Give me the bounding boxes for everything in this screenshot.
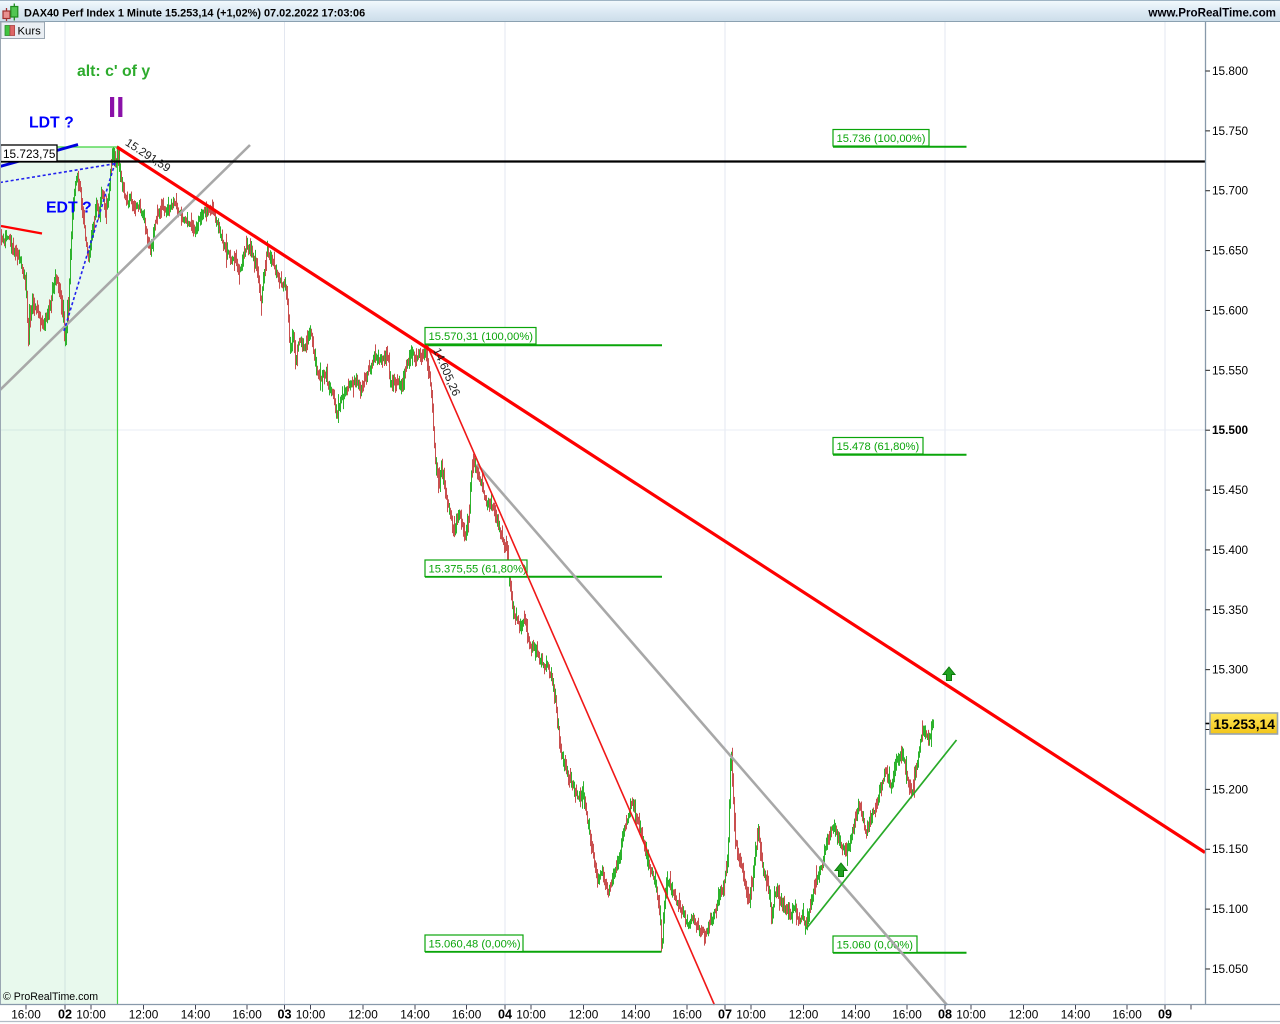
svg-text:14:00: 14:00 (841, 1008, 871, 1022)
svg-text:15.723,75: 15.723,75 (3, 147, 56, 161)
svg-text:LDT ?: LDT ? (29, 115, 74, 132)
svg-text:15.478 (61,80%): 15.478 (61,80%) (837, 441, 920, 453)
svg-text:08: 08 (938, 1008, 952, 1022)
svg-text:15.600: 15.600 (1212, 303, 1249, 317)
svg-text:15.700: 15.700 (1212, 184, 1249, 198)
svg-text:12:00: 12:00 (129, 1008, 159, 1022)
svg-text:10:00: 10:00 (76, 1008, 106, 1022)
svg-text:15.570,31 (100,00%): 15.570,31 (100,00%) (429, 331, 534, 343)
svg-text:© ProRealTime.com: © ProRealTime.com (3, 991, 98, 1003)
svg-text:alt: c' of y: alt: c' of y (77, 63, 150, 80)
svg-text:15.800: 15.800 (1212, 64, 1249, 78)
svg-text:15.350: 15.350 (1212, 603, 1249, 617)
svg-text:12:00: 12:00 (348, 1008, 378, 1022)
svg-text:www.ProRealTime.com: www.ProRealTime.com (1147, 7, 1276, 20)
svg-text:15.050: 15.050 (1212, 962, 1249, 976)
svg-text:15.060,48 (0,00%): 15.060,48 (0,00%) (429, 939, 521, 951)
svg-text:15.400: 15.400 (1212, 543, 1249, 557)
svg-text:14:00: 14:00 (1061, 1008, 1091, 1022)
svg-text:15.650: 15.650 (1212, 244, 1249, 258)
svg-text:10:00: 10:00 (956, 1008, 986, 1022)
svg-text:15.736 (100,00%): 15.736 (100,00%) (837, 133, 926, 145)
svg-text:12:00: 12:00 (1009, 1008, 1039, 1022)
svg-text:15.375,55 (61,80%): 15.375,55 (61,80%) (429, 564, 528, 576)
svg-text:10:00: 10:00 (736, 1008, 766, 1022)
svg-text:16:00: 16:00 (672, 1008, 702, 1022)
svg-text:14:00: 14:00 (621, 1008, 651, 1022)
svg-text:EDT ?: EDT ? (46, 200, 92, 217)
svg-text:12:00: 12:00 (789, 1008, 819, 1022)
svg-text:04: 04 (498, 1008, 512, 1022)
svg-text:02: 02 (58, 1008, 72, 1022)
svg-text:07: 07 (718, 1008, 732, 1022)
svg-text:14:00: 14:00 (181, 1008, 211, 1022)
svg-text:10:00: 10:00 (296, 1008, 326, 1022)
svg-text:16:00: 16:00 (452, 1008, 482, 1022)
svg-text:15.750: 15.750 (1212, 124, 1249, 138)
svg-text:15.550: 15.550 (1212, 363, 1249, 377)
svg-text:09: 09 (1158, 1008, 1172, 1022)
svg-text:15.200: 15.200 (1212, 782, 1249, 796)
svg-text:16:00: 16:00 (1112, 1008, 1142, 1022)
svg-text:14:00: 14:00 (400, 1008, 430, 1022)
svg-text:12:00: 12:00 (569, 1008, 599, 1022)
svg-text:16:00: 16:00 (232, 1008, 262, 1022)
svg-text:16:00: 16:00 (11, 1008, 41, 1022)
svg-text:Kurs: Kurs (18, 26, 42, 38)
svg-text:15.300: 15.300 (1212, 663, 1249, 677)
svg-text:15.450: 15.450 (1212, 483, 1249, 497)
svg-text:03: 03 (277, 1008, 291, 1022)
svg-text:15.500: 15.500 (1212, 423, 1249, 437)
svg-text:15.060 (0,00%): 15.060 (0,00%) (837, 940, 914, 952)
svg-text:15.100: 15.100 (1212, 902, 1249, 916)
svg-text:15.253,14: 15.253,14 (1214, 717, 1276, 732)
svg-text:DAX40 Perf Index 1 Minute 15.2: DAX40 Perf Index 1 Minute 15.253,14 (+1,… (24, 8, 365, 20)
svg-text:16:00: 16:00 (892, 1008, 922, 1022)
svg-text:15.150: 15.150 (1212, 842, 1249, 856)
svg-text:10:00: 10:00 (516, 1008, 546, 1022)
